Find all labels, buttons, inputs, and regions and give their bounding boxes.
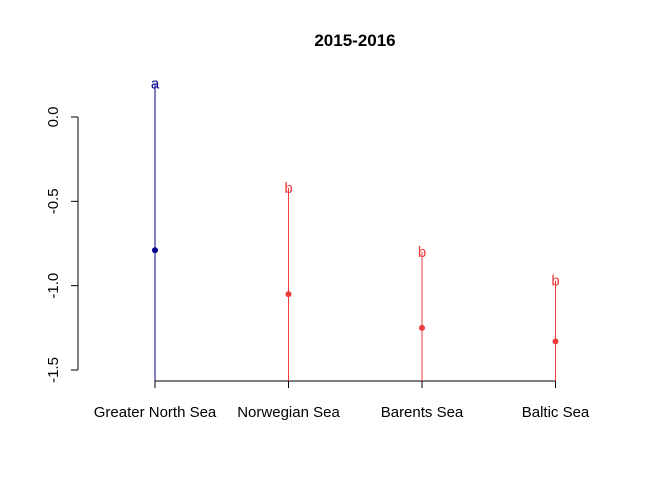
data-point xyxy=(552,338,559,345)
group-letter: b xyxy=(551,273,559,290)
x-tick-label: Greater North Sea xyxy=(94,404,217,421)
data-point xyxy=(152,247,158,254)
data-point xyxy=(419,324,425,331)
group-letter: b xyxy=(418,244,426,261)
y-tick-label: -1.0 xyxy=(45,273,62,299)
group-letter: a xyxy=(151,75,160,92)
y-tick-label: 0.0 xyxy=(45,107,62,128)
x-axis: Greater North Sea Norwegian Sea Barents Se… xyxy=(94,380,590,421)
x-tick-label: Barents Sea xyxy=(381,404,464,421)
y-tick-label: -1.5 xyxy=(45,357,62,383)
x-tick-label: Norwegian Sea xyxy=(237,404,340,421)
x-tick-label: Baltic Sea xyxy=(522,404,590,421)
y-axis: 0.0 -0.5 -1.0 -1.5 xyxy=(45,107,79,383)
y-tick-label: -0.5 xyxy=(45,188,62,214)
group-letter: b xyxy=(284,180,292,197)
chart-title: 2015-2016 xyxy=(314,31,395,50)
plot-marks: a b b b xyxy=(151,75,560,381)
data-point xyxy=(285,291,292,298)
